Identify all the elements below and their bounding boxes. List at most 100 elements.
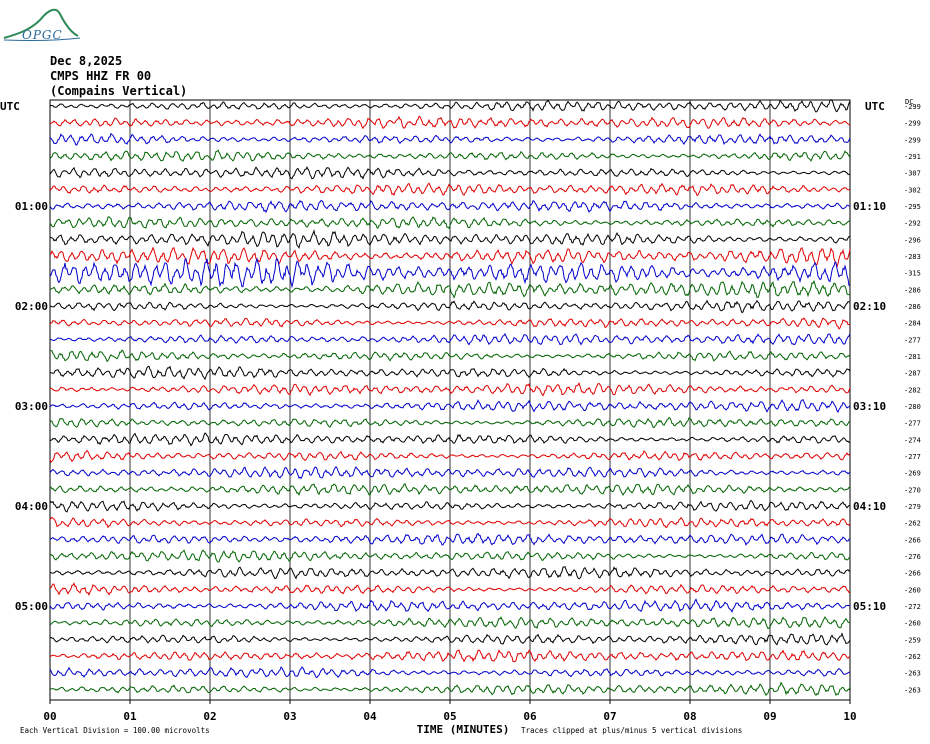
dc-offset-label: -295 [904,203,921,211]
trace-21 [49,449,851,463]
trace-4 [49,166,851,180]
dc-offset-label: -291 [904,153,921,161]
dc-offset-label: -315 [904,270,921,278]
trace-18 [49,399,851,413]
trace-33 [49,649,851,663]
trace-29 [49,582,851,597]
trace-1 [50,115,851,130]
trace-27 [49,549,851,563]
dc-offset-label: -260 [904,586,921,594]
dc-offset-label: -292 [904,220,921,228]
trace-17 [49,381,851,397]
dc-offset-label: -286 [904,286,921,294]
right-time-label: 05:10 [853,600,886,613]
dc-offset-label: -272 [904,603,921,611]
trace-14 [50,332,851,346]
dc-offset-label: -302 [904,186,921,194]
logo-swoosh-icon [3,8,79,39]
left-time-label: 01:00 [15,200,48,213]
dc-offset-label: -286 [904,303,921,311]
utc-left-label: UTC [0,100,20,113]
x-tick-label: 04 [363,710,377,723]
dc-offset-label: -287 [904,370,921,378]
footer-clip-note: Traces clipped at plus/minus 5 vertical … [521,726,742,735]
trace-11 [49,279,851,299]
trace-3 [49,149,851,162]
left-time-label: 05:00 [15,600,48,613]
trace-10 [49,257,851,289]
x-tick-label: 10 [843,710,856,723]
trace-34 [49,666,851,679]
dc-offset-label: -280 [904,403,921,411]
trace-0 [49,99,851,113]
traces [49,99,851,696]
dc-offset-label: -266 [904,536,921,544]
logo-text: OPGC [22,28,63,42]
trace-12 [49,299,851,314]
dc-offset-label: -263 [904,686,921,694]
dc-offset-label: -277 [904,420,921,428]
dc-offset-label: -270 [904,486,921,494]
trace-19 [49,416,851,429]
trace-13 [49,317,851,330]
dc-offset-label: -260 [904,620,921,628]
opgc-logo [3,8,81,42]
dc-offset-label: -276 [904,553,921,561]
footer-scale-note: Each Vertical Division = 100.00 microvol… [20,726,210,735]
trace-20 [49,432,851,447]
dc-offset-label: -282 [904,386,921,394]
axis-labels: UTC UTC DC 01:00 02:00 03:00 04:00 05:00 01:10 02… [0,98,921,736]
dc-offset-label: -262 [904,653,921,661]
x-tick-label: 09 [763,710,776,723]
utc-right-label: UTC [865,100,885,113]
dc-offset-label: -262 [904,520,921,528]
trace-22 [49,466,851,480]
dc-offset-label: -296 [904,236,921,244]
left-time-label: 03:00 [15,400,48,413]
minute-gridlines [129,100,771,700]
x-tick-label: 03 [283,710,296,723]
dc-offset-label: -277 [904,453,921,461]
dc-offset-label: -299 [904,120,921,128]
x-tick-label: 08 [683,710,696,723]
x-tick-label: 07 [603,710,616,723]
x-tick-label: 00 [43,710,56,723]
right-time-label: 04:10 [853,500,886,513]
dc-offset-label: -274 [904,436,921,444]
x-axis-title: TIME (MINUTES) [417,723,510,736]
trace-24 [49,499,851,513]
trace-7 [49,216,851,230]
dc-offset-label: -279 [904,503,921,511]
left-time-label: 04:00 [15,500,48,513]
station-label: CMPS HHZ FR 00 [50,69,152,83]
trace-25 [49,516,851,529]
dc-offset-label: -269 [904,470,921,478]
trace-30 [49,598,851,614]
dc-offset-label: -284 [904,320,921,328]
trace-35 [49,681,851,696]
right-time-label: 02:10 [853,300,886,313]
dc-offset-label: -266 [904,570,921,578]
x-tick-label: 01 [123,710,137,723]
trace-28 [49,565,851,580]
dc-offset-label: -259 [904,636,921,644]
trace-5 [49,182,851,197]
x-tick-label: 05 [443,710,456,723]
trace-32 [49,632,851,646]
dc-offset-label: -307 [904,170,921,178]
date-label: Dec 8,2025 [50,54,123,68]
trace-26 [49,532,851,546]
logo-underline-icon [3,37,81,42]
dc-label: DC [905,98,913,106]
trace-16 [49,365,851,381]
trace-2 [49,132,851,146]
x-tick-label: 06 [523,710,537,723]
dc-offset-label: -277 [904,336,921,344]
dc-offset-label: -263 [904,670,921,678]
location-label: (Compains Vertical) [50,84,188,98]
dc-offset-label: -299 [904,136,921,144]
dc-offset-label: -283 [904,253,921,261]
dc-offset-label: -299 [904,103,921,111]
trace-9 [49,246,851,269]
